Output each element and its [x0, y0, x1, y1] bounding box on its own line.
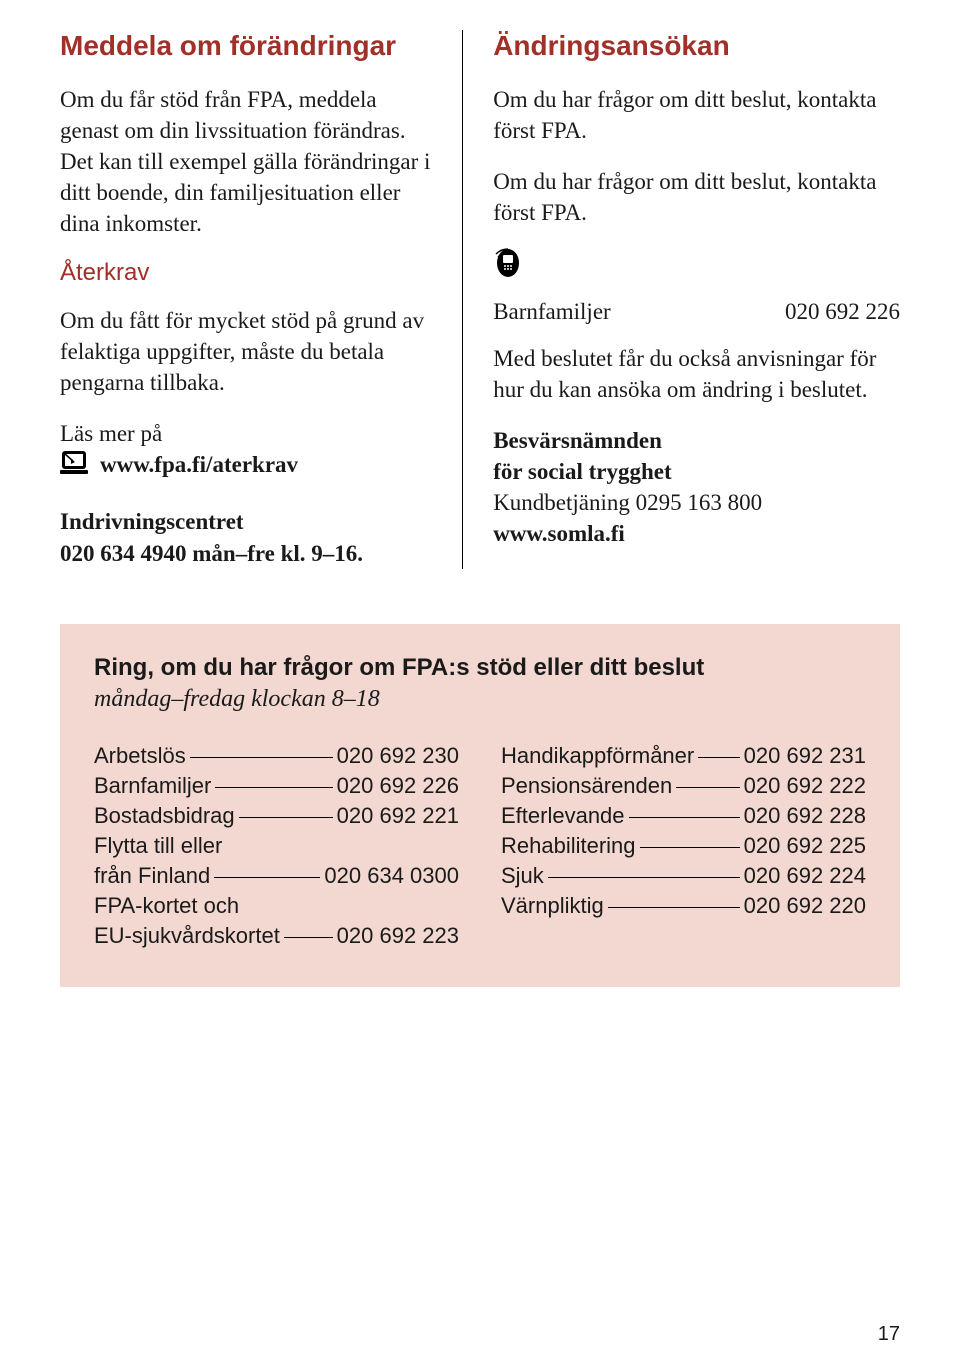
line-filler: [629, 817, 740, 818]
line-number: 020 692 224: [744, 863, 866, 889]
phone-icon: [493, 248, 900, 283]
line-filler: [190, 757, 333, 758]
phone-line-item: Handikappförmåner 020 692 231: [501, 743, 866, 769]
line-number: 020 692 220: [744, 893, 866, 919]
page-number: 17: [878, 1323, 900, 1346]
line-label: Sjuk: [501, 863, 544, 889]
indrivning-phone: 020 634 4940 mån–fre kl. 9–16.: [60, 538, 432, 569]
besvar-link[interactable]: www.somla.fi: [493, 518, 900, 549]
para-andring-2: Om du har frågor om ditt beslut, kontakt…: [493, 166, 900, 228]
line-number: 020 692 222: [744, 773, 866, 799]
aterkrav-link[interactable]: www.fpa.fi/aterkrav: [100, 449, 298, 480]
box-col-right: Handikappförmåner 020 692 231 Pensionsären…: [501, 743, 866, 953]
phone-line-item: från Finland 020 634 0300: [94, 863, 459, 889]
barnfamiljer-label: Barnfamiljer: [493, 299, 611, 325]
indrivning-label: Indrivningscentret: [60, 506, 432, 537]
line-label: EU-sjukvårdskortet: [94, 923, 280, 949]
besvar-1: Besvärsnämnden: [493, 425, 900, 456]
line-label: Barnfamiljer: [94, 773, 211, 799]
box-subtitle: måndag–fredag klockan 8–18: [94, 686, 866, 713]
contact-box: Ring, om du har frågor om FPA:s stöd ell…: [60, 624, 900, 987]
read-more-label: Läs mer på: [60, 418, 432, 449]
line-filler: [548, 877, 740, 878]
line-label: Flytta till eller: [94, 833, 222, 859]
phone-line-item: Pensionsärenden 020 692 222: [501, 773, 866, 799]
phone-line-item: EU-sjukvårdskortet 020 692 223: [94, 923, 459, 949]
phone-line-item: Flytta till eller: [94, 833, 459, 859]
para-andring-1: Om du har frågor om ditt beslut, kontakt…: [493, 84, 900, 146]
para-changes: Om du får stöd från FPA, meddela genast …: [60, 84, 432, 239]
para-beslut: Med beslutet får du också anvisningar fö…: [493, 343, 900, 405]
phone-line-item: Värnpliktig 020 692 220: [501, 893, 866, 919]
phone-line-item: Sjuk 020 692 224: [501, 863, 866, 889]
line-label: Värnpliktig: [501, 893, 604, 919]
line-filler: [676, 787, 739, 788]
para-aterkrav: Om du fått för mycket stöd på grund av f…: [60, 305, 432, 398]
line-number: 020 692 223: [337, 923, 459, 949]
line-filler: [698, 757, 739, 758]
phone-line-item: Arbetslös 020 692 230: [94, 743, 459, 769]
line-label: Pensionsärenden: [501, 773, 672, 799]
line-label: Bostadsbidrag: [94, 803, 235, 829]
phone-line-item: Bostadsbidrag 020 692 221: [94, 803, 459, 829]
line-label: FPA-kortet och: [94, 893, 239, 919]
line-filler: [239, 817, 333, 818]
heading-changes: Meddela om förändringar: [60, 30, 432, 62]
line-filler: [214, 877, 320, 878]
line-number: 020 634 0300: [324, 863, 459, 889]
line-label: Handikappförmåner: [501, 743, 694, 769]
besvar-2: för social trygghet: [493, 456, 900, 487]
barnfamiljer-phone: 020 692 226: [785, 299, 900, 325]
line-number: 020 692 225: [744, 833, 866, 859]
line-filler: [640, 847, 740, 848]
line-number: 020 692 228: [744, 803, 866, 829]
besvar-phone: Kundbetjäning 0295 163 800: [493, 487, 900, 518]
phone-line-item: Barnfamiljer 020 692 226: [94, 773, 459, 799]
line-filler: [608, 907, 740, 908]
line-filler: [284, 937, 333, 938]
line-number: 020 692 230: [337, 743, 459, 769]
phone-line-item: Efterlevande 020 692 228: [501, 803, 866, 829]
heading-andring: Ändringsansökan: [493, 30, 900, 62]
line-number: 020 692 226: [337, 773, 459, 799]
line-label: Efterlevande: [501, 803, 625, 829]
heading-aterkrav: Återkrav: [60, 259, 432, 287]
phone-line-item: Rehabilitering 020 692 225: [501, 833, 866, 859]
line-label: från Finland: [94, 863, 210, 889]
computer-icon: [60, 449, 90, 480]
line-label: Rehabilitering: [501, 833, 636, 859]
line-label: Arbetslös: [94, 743, 186, 769]
phone-line-item: FPA-kortet och: [94, 893, 459, 919]
line-number: 020 692 231: [744, 743, 866, 769]
box-col-left: Arbetslös 020 692 230 Barnfamiljer 020 692 …: [94, 743, 459, 953]
line-number: 020 692 221: [337, 803, 459, 829]
box-title: Ring, om du har frågor om FPA:s stöd ell…: [94, 654, 866, 682]
line-filler: [215, 787, 332, 788]
